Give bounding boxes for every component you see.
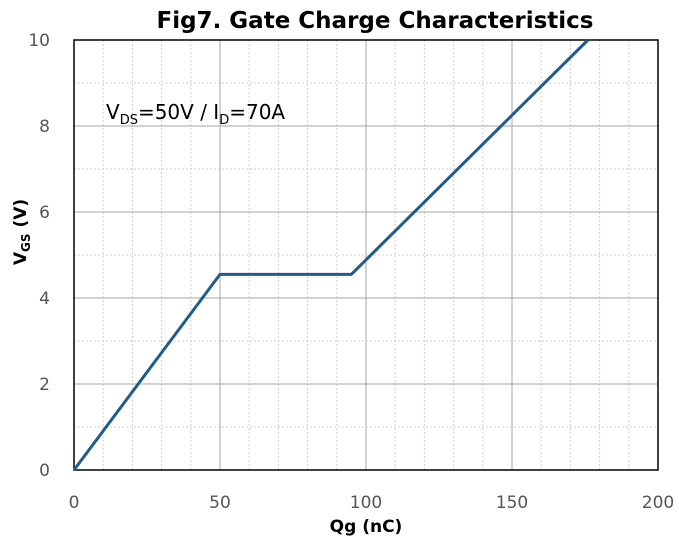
x-tick-label: 200 bbox=[642, 493, 674, 513]
annot-end: =70A bbox=[229, 100, 285, 124]
x-tick-label: 50 bbox=[209, 493, 231, 513]
x-tick-label: 0 bbox=[69, 493, 80, 513]
x-tick-label: 100 bbox=[350, 493, 382, 513]
y-axis-label: VGS (V) bbox=[11, 199, 33, 265]
chart-title: Fig7. Gate Charge Characteristics bbox=[157, 8, 594, 34]
y-tick-label: 0 bbox=[39, 461, 50, 481]
annot-ds-sub: DS bbox=[120, 113, 138, 128]
y-tick-label: 8 bbox=[39, 117, 50, 137]
x-axis-label: Qg (nC) bbox=[330, 517, 403, 537]
annot-mid: =50V / I bbox=[138, 100, 219, 124]
x-tick-label: 150 bbox=[496, 493, 528, 513]
x-tick-labels: 0 50 100 150 200 bbox=[69, 493, 675, 513]
test-condition-annotation: VDS=50V / ID=70A bbox=[106, 100, 285, 128]
annot-v: V bbox=[106, 100, 120, 124]
y-axis-label-sub: GS bbox=[19, 233, 33, 252]
y-tick-label: 10 bbox=[28, 31, 50, 51]
annot-d-sub: D bbox=[219, 113, 229, 128]
y-axis-label-main: V bbox=[11, 251, 31, 265]
y-tick-label: 2 bbox=[39, 375, 50, 395]
y-tick-label: 4 bbox=[39, 289, 50, 309]
y-tick-labels: 0 2 4 6 8 10 bbox=[28, 31, 50, 481]
y-axis-label-unit: (V) bbox=[11, 199, 31, 234]
y-tick-label: 6 bbox=[39, 203, 50, 223]
